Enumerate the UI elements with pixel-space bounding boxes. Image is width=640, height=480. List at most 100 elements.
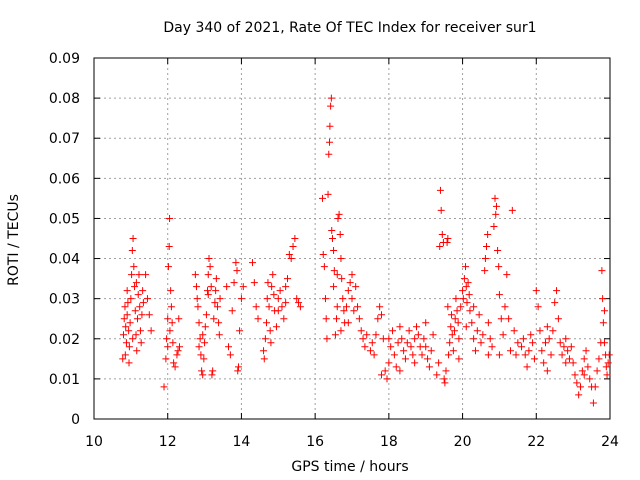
- data-point: [547, 351, 555, 359]
- data-point: [338, 275, 346, 283]
- tick-layer: 0 0.01 0.02 0.03 0.04 0.05 0.06 0.07 0.08 0.09 10 1…: [49, 51, 619, 450]
- data-point: [327, 94, 335, 102]
- data-point: [495, 351, 503, 359]
- x-tick-label: 14: [233, 434, 251, 450]
- data-point: [339, 295, 347, 303]
- data-point: [554, 315, 562, 323]
- data-point: [436, 186, 444, 194]
- data-point: [120, 315, 128, 323]
- data-point: [272, 323, 280, 331]
- data-point: [195, 343, 203, 351]
- data-point: [193, 295, 201, 303]
- data-point: [354, 303, 362, 311]
- data-point: [460, 275, 468, 283]
- data-point: [470, 303, 478, 311]
- data-point: [129, 335, 137, 343]
- data-point: [336, 230, 344, 238]
- data-point: [319, 251, 327, 259]
- data-point: [167, 303, 175, 311]
- data-point: [433, 371, 441, 379]
- data-point: [239, 283, 247, 291]
- data-point: [385, 359, 393, 367]
- data-point: [459, 295, 467, 303]
- data-point: [295, 299, 303, 307]
- data-point: [470, 335, 478, 343]
- data-point: [603, 371, 611, 379]
- data-point: [322, 315, 330, 323]
- data-point: [289, 243, 297, 251]
- data-point: [337, 327, 345, 335]
- data-point: [233, 267, 241, 275]
- data-point: [512, 351, 520, 359]
- data-point: [337, 255, 345, 263]
- data-point: [598, 267, 606, 275]
- data-point: [420, 335, 428, 343]
- data-point: [262, 319, 270, 327]
- data-point: [363, 331, 371, 339]
- data-point: [565, 355, 573, 363]
- data-point: [446, 339, 454, 347]
- data-point: [352, 283, 360, 291]
- data-point: [560, 343, 568, 351]
- data-point: [145, 311, 153, 319]
- data-point: [192, 283, 200, 291]
- data-point: [128, 271, 136, 279]
- data-point: [121, 303, 129, 311]
- data-point: [344, 319, 352, 327]
- data-point: [571, 371, 579, 379]
- data-point: [538, 347, 546, 355]
- data-point: [441, 379, 449, 387]
- y-tick-label: 0.01: [49, 372, 80, 388]
- data-point: [333, 303, 341, 311]
- data-point: [330, 283, 338, 291]
- data-point: [195, 319, 203, 327]
- data-point: [374, 315, 382, 323]
- data-point: [442, 367, 450, 375]
- y-tick-label: 0.05: [49, 211, 80, 227]
- data-point: [250, 279, 258, 287]
- data-point: [438, 230, 446, 238]
- y-axis-label: ROTI / TECUs: [6, 194, 22, 286]
- data-point: [168, 319, 176, 327]
- data-point: [213, 303, 221, 311]
- data-point: [133, 315, 141, 323]
- data-point: [125, 359, 133, 367]
- data-point: [232, 259, 240, 267]
- data-point: [527, 331, 535, 339]
- data-point: [398, 335, 406, 343]
- data-point: [532, 287, 540, 295]
- data-point: [207, 283, 215, 291]
- data-point: [123, 287, 131, 295]
- data-point: [121, 351, 129, 359]
- data-point: [381, 367, 389, 375]
- data-point: [266, 327, 274, 335]
- data-point: [209, 367, 217, 375]
- data-point: [464, 279, 472, 287]
- data-point: [225, 343, 233, 351]
- x-tick-label: 12: [159, 434, 177, 450]
- data-point: [483, 243, 491, 251]
- data-point: [142, 271, 150, 279]
- data-point: [366, 347, 374, 355]
- data-point: [457, 303, 465, 311]
- data-point: [164, 315, 172, 323]
- data-point: [325, 150, 333, 158]
- data-point: [355, 315, 363, 323]
- data-point: [223, 283, 231, 291]
- data-point: [126, 319, 134, 327]
- y-tick-label: 0.07: [49, 131, 80, 147]
- data-point: [492, 210, 500, 218]
- data-point: [377, 371, 385, 379]
- data-point: [385, 335, 393, 343]
- data-point: [330, 267, 338, 275]
- data-point: [600, 307, 608, 315]
- data-point: [236, 327, 244, 335]
- data-point: [176, 343, 184, 351]
- data-point: [403, 339, 411, 347]
- data-point: [486, 335, 494, 343]
- data-point: [268, 283, 276, 291]
- data-point: [459, 287, 467, 295]
- x-tick-label: 16: [306, 434, 324, 450]
- data-point: [471, 347, 479, 355]
